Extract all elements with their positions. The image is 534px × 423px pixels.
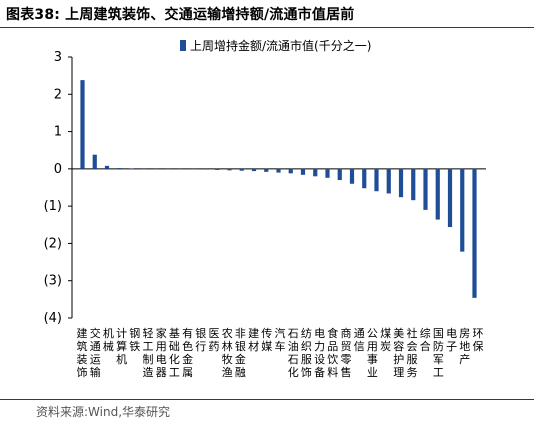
category-label: 非银金融 bbox=[235, 327, 246, 379]
bar bbox=[117, 168, 122, 169]
category-label: 美容护理 bbox=[393, 327, 404, 379]
bar bbox=[190, 168, 195, 170]
category-label: 建筑装饰 bbox=[77, 326, 88, 379]
bar bbox=[92, 154, 97, 169]
bar bbox=[129, 168, 134, 170]
y-tick-label: 1 bbox=[54, 125, 62, 140]
category-label: 银行 bbox=[195, 326, 206, 353]
y-tick-label: (4) bbox=[44, 311, 62, 326]
bar-chart: 3 2 1 0 (1) (2) (3) (4) 建筑装饰交通运输机械计算机钢铁轻工制造家用电器基… bbox=[44, 38, 486, 379]
category-label: 综合 bbox=[420, 326, 431, 353]
bar bbox=[398, 168, 404, 198]
category-label: 建材 bbox=[248, 326, 259, 353]
category-label: 环保 bbox=[473, 327, 484, 353]
category-label: 计算机 bbox=[116, 327, 127, 366]
category-label: 通信 bbox=[354, 327, 365, 353]
category-label: 家用电器 bbox=[156, 326, 167, 379]
y-tick-label: (2) bbox=[44, 236, 62, 251]
bar bbox=[300, 168, 306, 175]
y-tick-label: 0 bbox=[54, 162, 62, 177]
source-note: 资料来源:Wind,华泰研究 bbox=[36, 405, 171, 419]
category-label: 房地产 bbox=[459, 327, 470, 366]
category-label: 社会服务 bbox=[407, 326, 418, 379]
bar bbox=[276, 168, 281, 173]
category-label: 石油石化 bbox=[288, 327, 299, 379]
y-tick-label: 3 bbox=[54, 50, 62, 65]
category-label: 商贸零售 bbox=[341, 326, 352, 379]
category-label: 电力设备 bbox=[314, 327, 325, 379]
bar bbox=[288, 168, 293, 174]
y-tick-label: (3) bbox=[44, 274, 62, 289]
title-rule bbox=[0, 27, 534, 28]
bar bbox=[227, 168, 232, 171]
y-tick-label: 2 bbox=[54, 87, 62, 102]
bar bbox=[313, 168, 318, 177]
bar bbox=[423, 168, 428, 210]
category-label: 轻工制造 bbox=[143, 326, 154, 379]
bar bbox=[460, 168, 465, 252]
bar bbox=[264, 168, 269, 172]
bar bbox=[153, 168, 159, 170]
bar bbox=[349, 168, 355, 184]
bar bbox=[447, 168, 453, 228]
bar bbox=[141, 168, 146, 170]
legend-swatch bbox=[180, 40, 186, 51]
category-label: 传媒 bbox=[261, 327, 272, 353]
category-label: 交通运输 bbox=[90, 326, 101, 379]
category-label: 煤炭 bbox=[380, 327, 391, 353]
category-label: 公用事业 bbox=[367, 327, 378, 379]
category-label: 纺织服饰 bbox=[301, 326, 312, 379]
bar bbox=[251, 168, 257, 172]
category-label: 食品饮料 bbox=[327, 326, 338, 379]
bar bbox=[239, 168, 244, 171]
category-label: 钢铁 bbox=[129, 327, 140, 353]
bar bbox=[325, 168, 330, 178]
category-label: 电子 bbox=[446, 327, 457, 353]
category-label: 农林牧渔 bbox=[222, 326, 233, 379]
bar bbox=[386, 168, 391, 194]
bar bbox=[435, 168, 440, 220]
category-label: 医药 bbox=[209, 327, 220, 353]
bar bbox=[411, 168, 416, 201]
category-label: 基础化工 bbox=[169, 327, 180, 379]
bottom-rule bbox=[0, 399, 534, 400]
bar bbox=[374, 168, 379, 192]
bar bbox=[80, 80, 85, 169]
bar bbox=[362, 168, 367, 189]
bar bbox=[472, 168, 477, 298]
category-label: 机械 bbox=[103, 326, 114, 353]
category-label: 有色金属 bbox=[182, 326, 193, 379]
figure-title: 图表38: 上周建筑装饰、交通运输增持额/流通市值居前 bbox=[6, 7, 355, 23]
bar bbox=[104, 165, 110, 169]
bar bbox=[202, 168, 208, 170]
y-tick-label: (1) bbox=[44, 199, 62, 214]
bar bbox=[337, 168, 342, 181]
bar bbox=[166, 168, 171, 170]
bar bbox=[215, 168, 220, 170]
bar bbox=[178, 168, 183, 170]
legend-label: 上周增持金额/流通市值(千分之一) bbox=[190, 38, 371, 53]
category-label: 汽车 bbox=[275, 326, 286, 353]
category-label: 国防军工 bbox=[433, 327, 444, 379]
